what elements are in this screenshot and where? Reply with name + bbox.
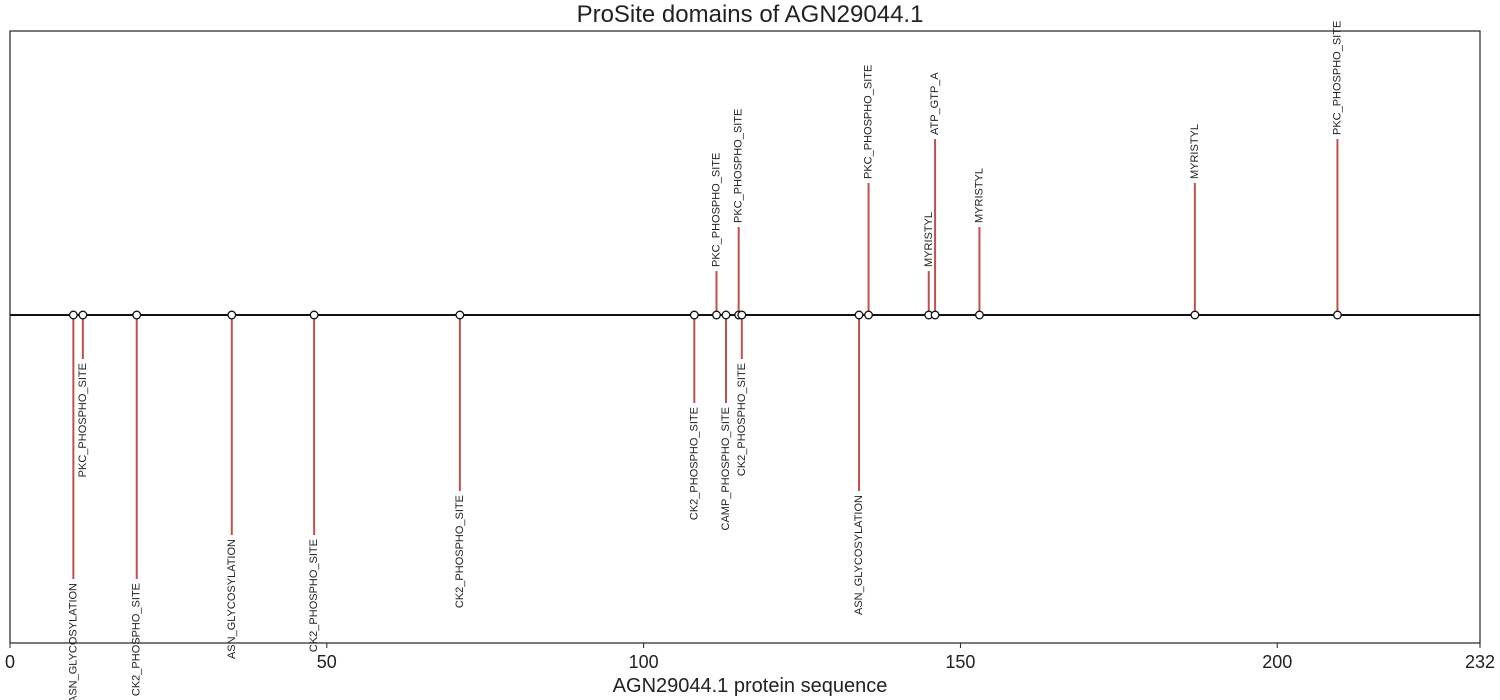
plot-frame xyxy=(9,30,1481,644)
site-marker xyxy=(854,310,864,320)
site-label: CK2_PHOSPHO_SITE xyxy=(736,363,748,476)
site-label: PKC_PHOSPHO_SITE xyxy=(1331,21,1343,135)
site-label: PKC_PHOSPHO_SITE xyxy=(733,109,745,223)
site-label: ASN_GLYCOSYLATION xyxy=(853,495,865,615)
x-tick-label: 0 xyxy=(5,652,15,672)
site-marker xyxy=(1190,310,1200,320)
site-marker xyxy=(132,310,142,320)
stems-layer xyxy=(72,139,1339,579)
site-label: CK2_PHOSPHO_SITE xyxy=(308,539,320,652)
x-tick-label: 232 xyxy=(1465,652,1495,672)
site-marker xyxy=(721,310,731,320)
x-tick-label: 150 xyxy=(945,652,975,672)
site-label: ASN_GLYCOSYLATION xyxy=(226,539,238,659)
x-axis-ticks: 0 50 100 150 200 232 xyxy=(5,643,1495,672)
site-label: PKC_PHOSPHO_SITE xyxy=(77,363,89,477)
site-label: CK2_PHOSPHO_SITE xyxy=(131,583,143,696)
site-label: MYRISTYL xyxy=(973,168,985,223)
site-marker xyxy=(68,310,78,320)
site-marker xyxy=(1332,310,1342,320)
site-label: ASN_GLYCOSYLATION xyxy=(67,583,79,700)
site-label: PKC_PHOSPHO_SITE xyxy=(863,65,875,179)
site-marker xyxy=(455,310,465,320)
site-label: ATP_GTP_A xyxy=(929,72,941,135)
site-marker xyxy=(712,310,721,320)
site-marker xyxy=(309,310,319,320)
x-tick-label: 100 xyxy=(629,652,659,672)
chart-title: ProSite domains of AGN29044.1 xyxy=(576,1,924,28)
x-tick-label: 200 xyxy=(1262,652,1292,672)
x-tick-label: 50 xyxy=(317,652,337,672)
site-marker xyxy=(864,310,874,320)
labels-layer: ASN_GLYCOSYLATION PKC_PHOSPHO_SITE CK2_PHO… xyxy=(67,21,1343,700)
site-marker xyxy=(78,310,88,320)
site-marker xyxy=(689,310,699,320)
site-marker xyxy=(974,310,984,320)
site-marker xyxy=(737,310,747,320)
site-label: MYRISTYL xyxy=(1189,124,1201,179)
site-label: PKC_PHOSPHO_SITE xyxy=(710,153,722,267)
site-label: CAMP_PHOSPHO_SITE xyxy=(720,407,732,530)
site-label: CK2_PHOSPHO_SITE xyxy=(688,407,700,520)
markers-layer xyxy=(68,310,1342,320)
site-label: MYRISTYL xyxy=(923,212,935,267)
site-marker xyxy=(930,310,940,320)
x-axis-label: AGN29044.1 protein sequence xyxy=(612,675,888,697)
site-label: CK2_PHOSPHO_SITE xyxy=(454,495,466,608)
site-marker xyxy=(227,310,237,320)
